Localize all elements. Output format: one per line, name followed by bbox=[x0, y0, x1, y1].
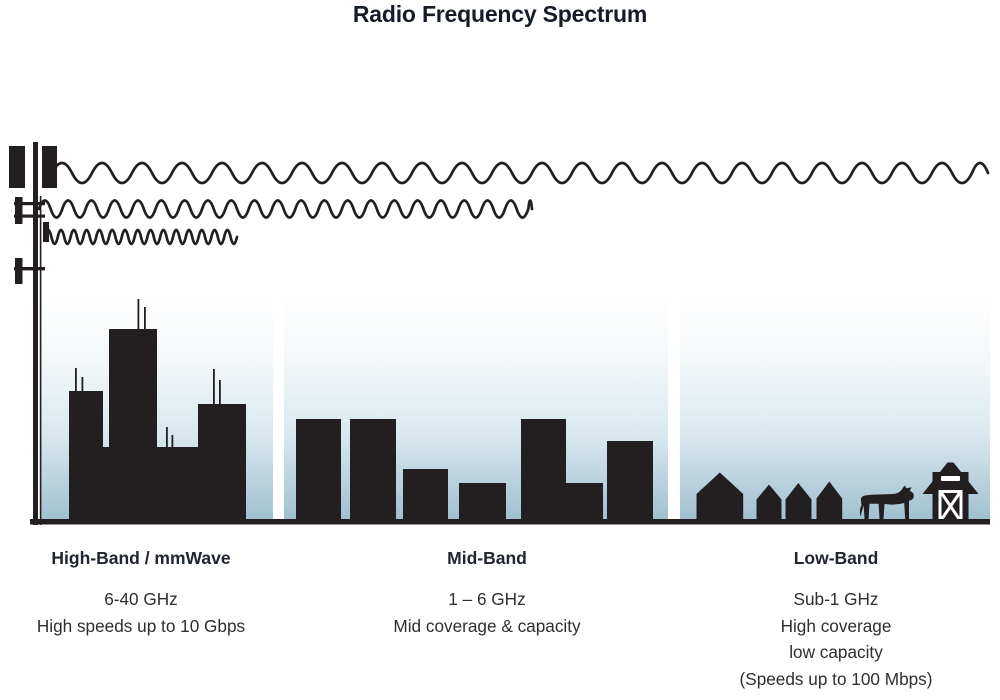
cell-tower-icon bbox=[9, 142, 57, 525]
band-frequency-mid: 1 – 6 GHz bbox=[448, 589, 526, 609]
skyscraper bbox=[69, 391, 103, 520]
rooftop-antenna-icon bbox=[75, 368, 77, 392]
rooftop-antenna-icon bbox=[213, 369, 215, 405]
band-name-mid: Mid-Band bbox=[447, 548, 527, 568]
mid-rise-building bbox=[403, 469, 448, 520]
house-icon bbox=[785, 483, 812, 520]
rooftop-antenna-icon bbox=[81, 377, 84, 392]
band-description-low: High coverage bbox=[780, 615, 892, 636]
house-icon bbox=[816, 481, 843, 520]
tower-crossbar bbox=[14, 214, 45, 218]
barn-icon bbox=[922, 462, 979, 521]
high-band-short-wavelength-wave-icon bbox=[43, 228, 239, 246]
rooftop-antenna-icon bbox=[137, 299, 140, 330]
rooftop-antenna-icon bbox=[171, 435, 174, 448]
tower-mast-line bbox=[39, 196, 42, 525]
mid-rise-building bbox=[350, 419, 396, 520]
low-rise-building bbox=[103, 447, 109, 520]
skyscraper bbox=[198, 404, 246, 520]
low-band-rural-scene bbox=[696, 462, 979, 521]
high-band-label-group: High-Band / mmWave 6-40 GHz High speeds … bbox=[6, 548, 276, 639]
mid-rise-building bbox=[521, 419, 566, 520]
tower-crossbar bbox=[14, 267, 45, 271]
mid-band-coverage-panel bbox=[284, 296, 668, 520]
barn-roof bbox=[922, 462, 979, 494]
spectrum-illustration bbox=[9, 142, 990, 525]
mid-band-buildings bbox=[296, 419, 653, 520]
mid-rise-building bbox=[296, 419, 341, 520]
band-name-high: High-Band / mmWave bbox=[51, 548, 231, 568]
band-description-low-2: low capacity bbox=[789, 642, 883, 662]
antenna-panel-right bbox=[42, 146, 57, 188]
rooftop-antenna-icon bbox=[219, 380, 221, 405]
high-band-city-skyline bbox=[69, 299, 246, 520]
barn-door-cross bbox=[940, 492, 961, 521]
radio-waves bbox=[37, 161, 990, 246]
low-band-label-group: Low-Band Sub-1 GHz High coverage low cap… bbox=[701, 548, 971, 692]
antenna-panel-left bbox=[9, 146, 25, 188]
house-icon bbox=[756, 484, 782, 520]
antenna-panel-small-right bbox=[43, 222, 49, 242]
ground-line bbox=[30, 519, 990, 525]
house-icon bbox=[696, 472, 744, 520]
tower-crossbar bbox=[14, 202, 45, 206]
mid-rise-building bbox=[607, 441, 653, 520]
mid-band-medium-wavelength-wave-icon bbox=[37, 199, 534, 219]
mid-band-label-group: Mid-Band 1 – 6 GHz Mid coverage & capaci… bbox=[352, 548, 622, 639]
antenna-panel-lower-left bbox=[15, 258, 23, 284]
band-description-low-3: (Speeds up to 100 Mbps) bbox=[739, 668, 933, 689]
tower-mast bbox=[33, 142, 38, 525]
page-title: Radio Frequency Spectrum bbox=[352, 1, 648, 27]
barn-window-slit bbox=[941, 476, 960, 481]
antenna-panel-small-left bbox=[15, 197, 23, 224]
rooftop-antenna-icon bbox=[144, 307, 146, 330]
rooftop-antenna-icon bbox=[166, 427, 168, 448]
band-name-low: Low-Band bbox=[793, 548, 879, 568]
cow-icon bbox=[859, 485, 914, 520]
band-description-mid: Mid coverage & capacity bbox=[393, 615, 581, 636]
band-frequency-low: Sub-1 GHz bbox=[793, 589, 879, 609]
band-description-high: High speeds up to 10 Gbps bbox=[36, 615, 246, 636]
skyscraper-tallest bbox=[109, 329, 157, 520]
mid-rise-building bbox=[566, 483, 603, 520]
low-band-long-wavelength-wave-icon bbox=[50, 161, 990, 185]
mid-rise-building bbox=[459, 483, 506, 520]
band-frequency-high: 6-40 GHz bbox=[104, 589, 178, 609]
